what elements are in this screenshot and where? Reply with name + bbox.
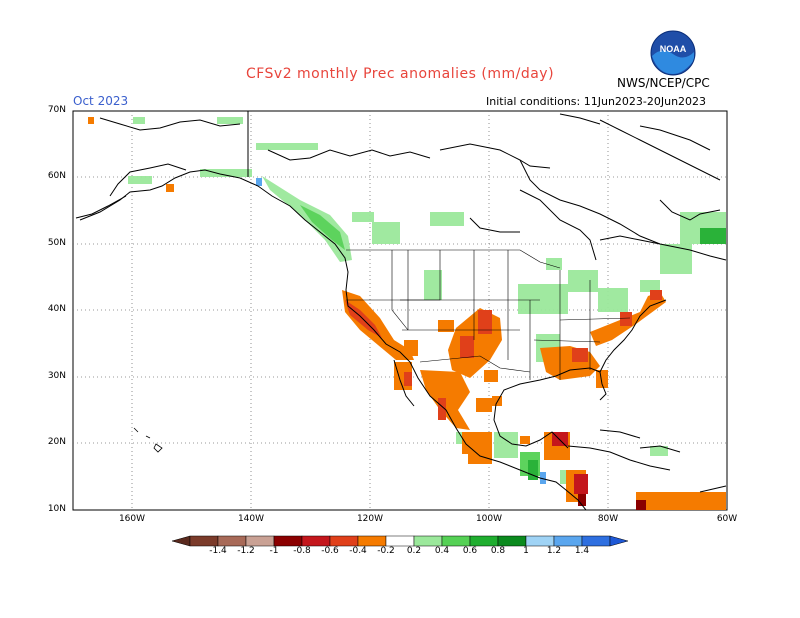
wet-anomaly-blue (540, 472, 546, 484)
wet-anomaly-blue (256, 178, 262, 186)
colorbar-swatch (217, 535, 247, 547)
valid-month: Oct 2023 (73, 94, 129, 108)
lat-label: 40N (47, 304, 66, 314)
map-title: CFSv2 monthly Prec anomalies (mm/day) (245, 66, 555, 82)
colorbar-label: 1.4 (574, 546, 590, 556)
colorbar-swatch (189, 535, 219, 547)
colorbar-swatch (469, 535, 499, 547)
colorbar-swatch (385, 535, 415, 547)
colorbar-right-arrow (609, 535, 629, 547)
colorbar-swatch (525, 535, 555, 547)
map-frame (72, 110, 728, 511)
lon-label: 100W (475, 514, 503, 524)
colorbar-label: -1.4 (209, 546, 227, 556)
state-borders (346, 249, 631, 380)
colorbar-label: -0.4 (349, 546, 367, 556)
colorbar-label: -0.8 (293, 546, 311, 556)
colorbar-swatch (357, 535, 387, 547)
colorbar-swatch (581, 535, 611, 547)
lat-label: 60N (47, 171, 66, 181)
colorbar-label: 1 (523, 546, 529, 556)
lon-label: 60W (716, 514, 738, 524)
lat-label: 10N (47, 504, 66, 514)
agency-label: NWS/NCEP/CPC (617, 76, 710, 90)
lon-label: 140W (237, 514, 265, 524)
lon-label: 160W (118, 514, 146, 524)
hawaii-islands (133, 427, 163, 453)
colorbar-swatch (329, 535, 359, 547)
lon-label: 120W (356, 514, 384, 524)
colorbar (172, 535, 629, 547)
coastlines (75, 111, 727, 511)
dry-anomalies (88, 117, 726, 510)
colorbar-label: -1.2 (237, 546, 255, 556)
colorbar-swatch (553, 535, 583, 547)
colorbar-label: 0.8 (490, 546, 506, 556)
colorbar-label: -0.2 (377, 546, 395, 556)
lat-label: 30N (47, 371, 66, 381)
noaa-logo-text: NOAA (660, 44, 687, 54)
noaa-logo: NOAA (650, 30, 696, 76)
lat-label: 70N (47, 105, 66, 115)
colorbar-label: -0.6 (321, 546, 339, 556)
lon-label: 80W (597, 514, 619, 524)
lat-label: 20N (47, 437, 66, 447)
colorbar-label: 0.2 (406, 546, 422, 556)
colorbar-left-arrow (172, 535, 191, 547)
lat-label: 50N (47, 238, 66, 248)
colorbar-label: -1 (269, 546, 279, 556)
colorbar-swatch (273, 535, 303, 547)
colorbar-label: 0.6 (462, 546, 478, 556)
initial-conditions: Initial conditions: 11Jun2023-20Jun2023 (486, 95, 707, 108)
colorbar-label: 1.2 (546, 546, 562, 556)
colorbar-swatch (301, 535, 331, 547)
wet-anomalies (128, 117, 726, 484)
colorbar-swatch (245, 535, 275, 547)
colorbar-swatch (497, 535, 527, 547)
colorbar-swatch (441, 535, 471, 547)
colorbar-label: 0.4 (434, 546, 450, 556)
colorbar-swatch (413, 535, 443, 547)
